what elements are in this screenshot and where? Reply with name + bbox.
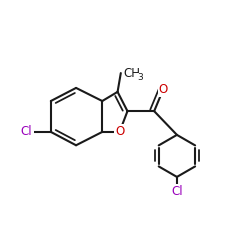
Text: O: O	[115, 126, 124, 138]
Text: 3: 3	[137, 73, 142, 82]
Text: O: O	[159, 83, 168, 96]
Text: Cl: Cl	[171, 185, 183, 198]
Text: CH: CH	[124, 66, 141, 80]
Text: Cl: Cl	[21, 126, 32, 138]
